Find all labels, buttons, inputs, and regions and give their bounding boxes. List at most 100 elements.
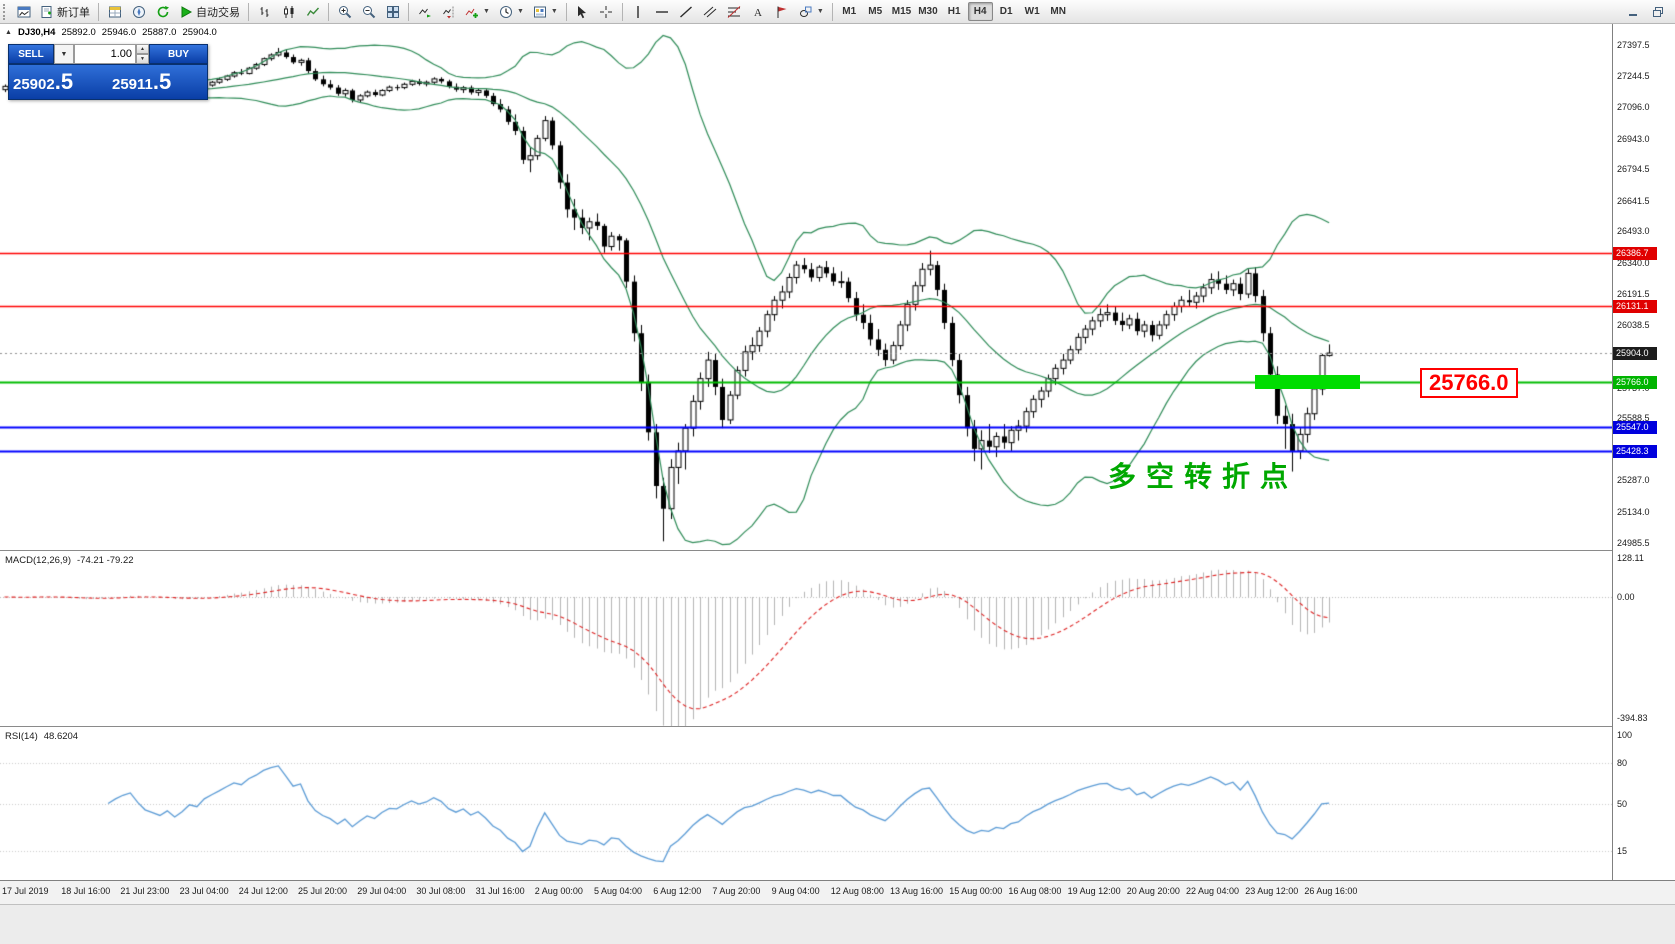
timeframe-m5-button[interactable]: M5 (868, 6, 883, 17)
time-axis-label: 13 Aug 16:00 (890, 886, 944, 896)
zoom-out-icon (362, 5, 376, 19)
ohlc-low: 25887.0 (142, 27, 177, 38)
bar-chart-icon (258, 5, 272, 19)
cursor-icon (575, 5, 589, 19)
buy-price-button[interactable]: 25911.5 (112, 69, 172, 94)
timeframe-m30-button[interactable]: M30 (918, 6, 938, 17)
new-order-button[interactable]: 新订单 (36, 1, 94, 22)
label-tool-button[interactable] (771, 1, 794, 22)
volume-dropdown-button[interactable]: ▼ (54, 44, 74, 64)
price-axis-label: 25287.0 (1617, 475, 1650, 486)
rsi-panel-canvas[interactable] (0, 727, 1612, 880)
time-axis[interactable] (0, 880, 1675, 904)
bar-chart-button[interactable] (253, 1, 276, 22)
line-chart-button[interactable] (301, 1, 324, 22)
window-restore-button[interactable] (1646, 1, 1669, 22)
panel-divider[interactable] (0, 726, 1675, 727)
zoom-out-button[interactable] (357, 1, 380, 22)
time-axis-label: 29 Jul 04:00 (357, 886, 407, 896)
chevron-down-icon: ▼ (550, 8, 558, 15)
candlestick-chart-icon (282, 5, 296, 19)
chevron-down-icon: ▼ (816, 8, 824, 15)
window-minimize-button[interactable] (1621, 1, 1644, 22)
timeframe-d1-button[interactable]: D1 (999, 6, 1013, 17)
volume-input[interactable]: 1.00 (74, 44, 136, 64)
periods-button[interactable]: ▼ (495, 1, 528, 22)
fibonacci-icon (727, 5, 741, 19)
zoom-in-icon (338, 5, 352, 19)
volume-down-button[interactable]: ▼ (136, 54, 149, 64)
navigator-button[interactable] (127, 1, 150, 22)
macd-name: MACD(12,26,9) (5, 555, 71, 566)
toolbar: 新订单 自动交易 (0, 0, 1675, 24)
buy-price: 25911 (112, 76, 153, 93)
chart-shift-icon (442, 5, 456, 19)
horizontal-line-icon (655, 5, 669, 19)
horizontal-line-tool-button[interactable] (651, 1, 674, 22)
market-watch-button[interactable] (103, 1, 126, 22)
volume-up-button[interactable]: ▲ (136, 44, 149, 54)
time-axis-label: 23 Aug 12:00 (1245, 886, 1299, 896)
green-highlight-rectangle[interactable] (1255, 375, 1360, 389)
macd-label: MACD(12,26,9) -74.21 -79.22 (5, 555, 134, 566)
toolbar-grip[interactable] (3, 3, 8, 20)
price-axis-label: 26340.0 (1617, 258, 1650, 269)
timeframe-m15-button[interactable]: M15 (891, 6, 912, 17)
sell-button[interactable]: SELL (8, 44, 54, 64)
timeframe-mn-button[interactable]: MN (1050, 6, 1066, 17)
timeframe-m1-button[interactable]: M1 (842, 6, 857, 17)
rsi-axis-label: 50 (1617, 798, 1628, 809)
timeframe-w1-button[interactable]: W1 (1024, 6, 1040, 17)
price-axis-label: 25588.5 (1617, 413, 1650, 424)
timeframe-h1-button[interactable]: H1 (947, 6, 961, 17)
panel-divider[interactable] (0, 550, 1675, 551)
ohlc-high: 25946.0 (101, 27, 137, 38)
navigator-icon (132, 5, 146, 19)
new-chart-button[interactable] (12, 1, 35, 22)
auto-trading-button[interactable]: 自动交易 (175, 1, 244, 22)
tile-windows-button[interactable] (381, 1, 404, 22)
zoom-in-button[interactable] (333, 1, 356, 22)
candlestick-chart-button[interactable] (277, 1, 300, 22)
vertical-line-tool-button[interactable] (627, 1, 650, 22)
refresh-button[interactable] (151, 1, 174, 22)
crosshair-tool-button[interactable] (595, 1, 618, 22)
price-callout-label[interactable]: 25766.0 (1420, 368, 1518, 398)
price-chart-canvas[interactable] (0, 24, 1612, 550)
time-axis-label: 16 Aug 08:00 (1008, 886, 1062, 896)
time-axis-label: 21 Jul 23:00 (120, 886, 170, 896)
text-tool-button[interactable]: A (747, 1, 770, 22)
sell-price-button[interactable]: 25902.5 (13, 69, 74, 94)
buy-button[interactable]: BUY (149, 44, 208, 64)
svg-text:A: A (754, 7, 762, 19)
turning-point-annotation[interactable]: 多空转折点 (1108, 461, 1299, 492)
market-watch-icon (108, 5, 122, 19)
indicators-button[interactable]: ▼ (461, 1, 494, 22)
auto-scroll-icon (418, 5, 432, 19)
time-axis-label: 2 Aug 00:00 (534, 886, 583, 896)
cursor-tool-button[interactable] (571, 1, 594, 22)
templates-button[interactable]: ▼ (529, 1, 562, 22)
macd-panel-canvas[interactable] (0, 551, 1612, 726)
trendline-tool-button[interactable] (675, 1, 698, 22)
status-strip (0, 904, 1675, 944)
label-flag-icon (775, 5, 789, 19)
shapes-tool-button[interactable]: ▼ (795, 1, 828, 22)
chart-shift-button[interactable] (437, 1, 460, 22)
price-axis-label: 27096.0 (1617, 101, 1650, 112)
channel-tool-button[interactable] (699, 1, 722, 22)
vertical-line-icon (631, 5, 645, 19)
chevron-down-icon: ▼ (516, 8, 524, 15)
time-axis-label: 15 Aug 00:00 (949, 886, 1003, 896)
oct-collapse-toggle[interactable]: ▲ (5, 29, 12, 36)
price-axis-label: 27397.5 (1617, 39, 1650, 50)
time-axis-label: 23 Jul 04:00 (179, 886, 229, 896)
timeframe-h4-button[interactable]: H4 (967, 2, 993, 21)
fibonacci-tool-button[interactable] (723, 1, 746, 22)
auto-scroll-button[interactable] (413, 1, 436, 22)
indicators-icon (465, 5, 479, 19)
time-axis-label: 17 Jul 2019 (2, 886, 49, 896)
price-axis-badge: 26386.7 (1613, 247, 1657, 261)
time-axis-label: 24 Jul 12:00 (238, 886, 288, 896)
macd-axis-label: -394.83 (1617, 713, 1648, 724)
